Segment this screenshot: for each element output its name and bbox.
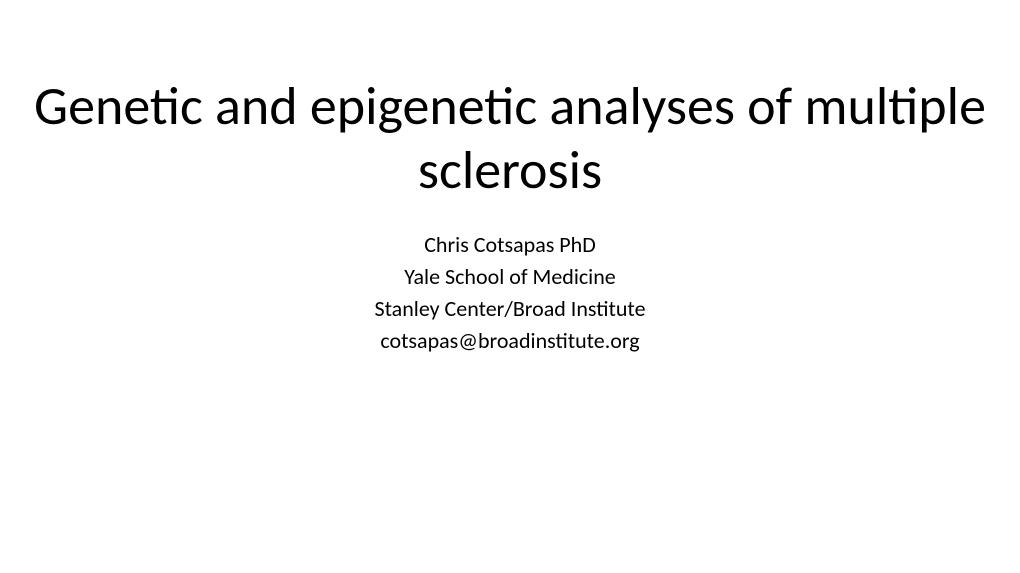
author-name: Chris Cotsapas PhD bbox=[424, 230, 596, 260]
affiliation-line-1: Yale School of Medicine bbox=[404, 262, 616, 292]
slide-subtitle: Chris Cotsapas PhD Yale School of Medici… bbox=[374, 230, 645, 355]
slide-title: Genetic and epigenetic analyses of multi… bbox=[0, 75, 1020, 202]
affiliation-line-2: Stanley Center/Broad Institute bbox=[374, 294, 645, 324]
author-email: cotsapas@broadinstitute.org bbox=[380, 326, 639, 356]
slide-container: Genetic and epigenetic analyses of multi… bbox=[0, 0, 1020, 573]
